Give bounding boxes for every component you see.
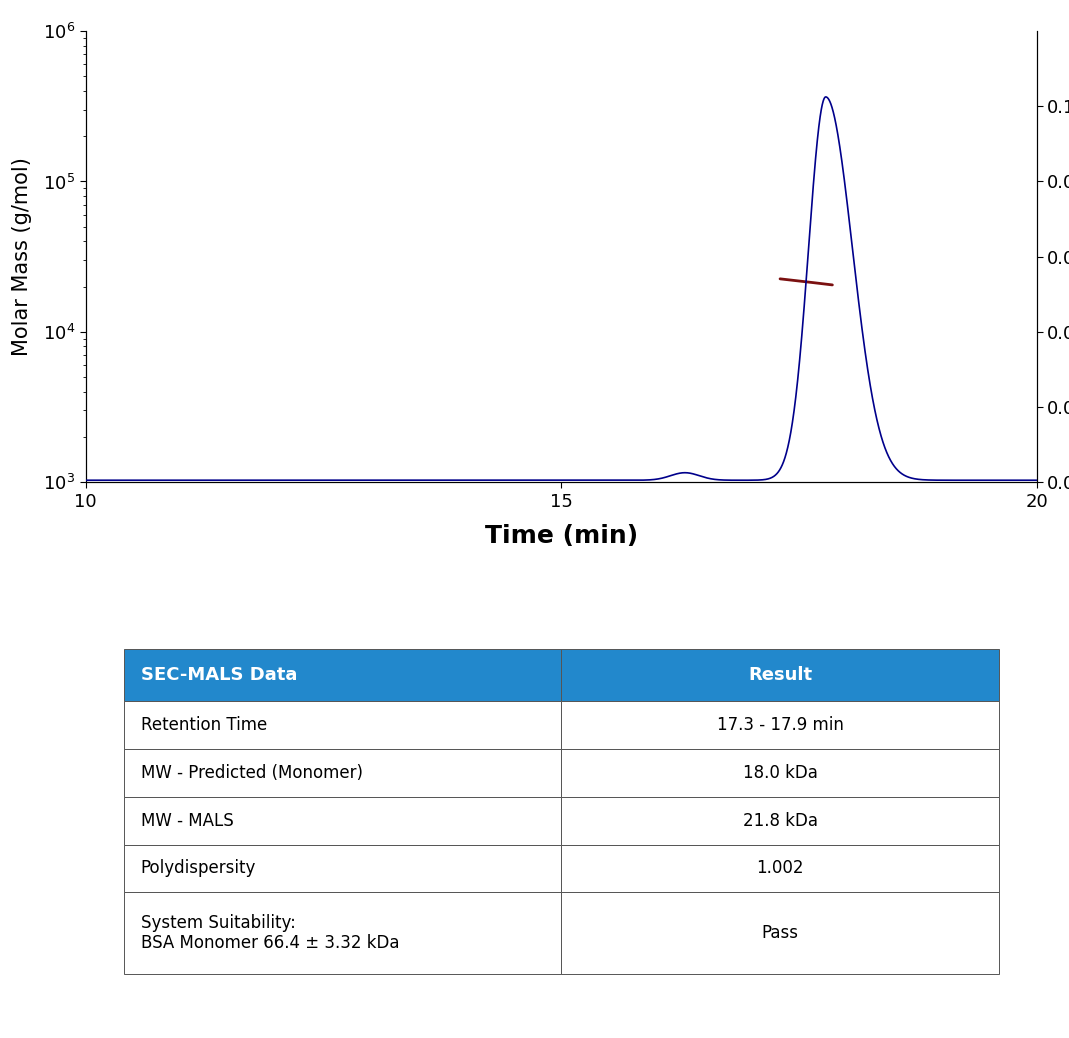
Bar [561,701,998,748]
Bar [124,649,561,701]
Text: Retention Time: Retention Time [141,715,267,734]
Bar [124,845,561,893]
Bar [561,845,998,893]
Bar [561,748,998,796]
Text: 17.3 - 17.9 min: 17.3 - 17.9 min [716,715,843,734]
Text: Pass: Pass [761,924,799,943]
Text: 21.8 kDa: 21.8 kDa [743,812,818,829]
Text: 1.002: 1.002 [756,859,804,877]
Text: 18.0 kDa: 18.0 kDa [743,764,818,782]
Bar [561,893,998,974]
Bar [124,796,561,845]
Text: SEC-MALS Data: SEC-MALS Data [141,665,297,684]
Y-axis label: Molar Mass (g/mol): Molar Mass (g/mol) [12,157,32,356]
Bar [561,649,998,701]
Bar [561,796,998,845]
X-axis label: Time (min): Time (min) [484,524,638,548]
Text: System Suitability:
BSA Monomer 66.4 ± 3.32 kDa: System Suitability: BSA Monomer 66.4 ± 3… [141,913,399,953]
Text: Polydispersity: Polydispersity [141,859,257,877]
Bar [124,701,561,748]
Bar [124,893,561,974]
Text: MW - Predicted (Monomer): MW - Predicted (Monomer) [141,764,362,782]
Text: MW - MALS: MW - MALS [141,812,233,829]
Text: Result: Result [748,665,812,684]
Bar [124,748,561,796]
